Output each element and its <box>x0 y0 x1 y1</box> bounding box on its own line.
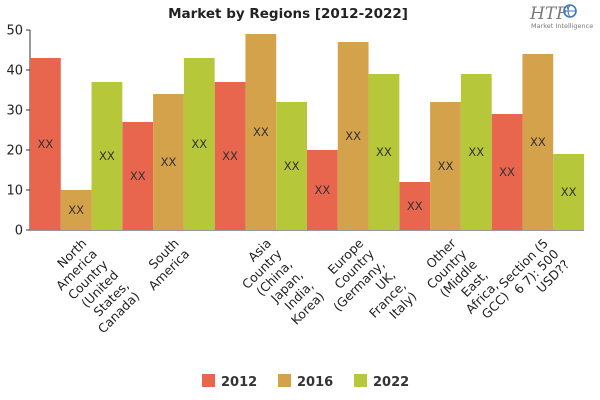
data-label: XX <box>315 183 331 197</box>
y-tick-label: 30 <box>6 104 23 119</box>
y-tick-label: 10 <box>6 184 23 199</box>
category-label-0: NorthAmericaCountry(UnitedStates,Canada) <box>42 235 143 337</box>
data-label: XX <box>68 203 84 217</box>
legend-label-2016: 2016 <box>297 375 333 390</box>
category-label-text: AsiaCountry(China,Japan,India,Korea) <box>228 235 327 334</box>
category-label-4: OtherCountry(MiddleEast,Africa,GCC) <box>413 235 512 334</box>
y-tick-label: 20 <box>6 144 23 159</box>
legend: 2012 2016 2022 <box>202 374 409 390</box>
bar-2022-0 <box>91 82 123 230</box>
legend-label-2022: 2022 <box>373 375 409 390</box>
bar-2012-4 <box>399 182 431 230</box>
y-tick-label: 40 <box>6 64 23 79</box>
bar-2022-5 <box>553 154 584 230</box>
data-label: XX <box>191 137 207 151</box>
category-label-text: NorthAmericaCountry(UnitedStates,Canada) <box>42 235 143 336</box>
data-label: XX <box>438 159 454 173</box>
legend-swatch-2012 <box>202 374 215 387</box>
data-label: XX <box>468 145 484 159</box>
bar-2016-2 <box>245 34 277 230</box>
bar-2012-1 <box>122 122 154 230</box>
data-label: XX <box>376 145 392 159</box>
globe-meridian <box>564 4 576 18</box>
category-label-3: EuropeCountry(Germany,UK,France,Italy) <box>309 235 420 346</box>
bar-2012-3 <box>307 150 338 230</box>
data-label: XX <box>253 125 269 139</box>
bar-2022-3 <box>368 74 400 230</box>
bars <box>30 34 584 230</box>
bar-2016-0 <box>60 190 92 230</box>
y-tick-label: 0 <box>15 224 23 239</box>
data-label: XX <box>130 169 146 183</box>
bar-2022-2 <box>276 102 307 230</box>
bar-2022-1 <box>183 58 215 230</box>
data-label: XX <box>161 155 177 169</box>
legend-label-2012: 2012 <box>221 375 257 390</box>
data-label: XX <box>99 149 115 163</box>
bar-2012-5 <box>491 114 523 230</box>
bar-2012-2 <box>214 82 246 230</box>
category-label-2: AsiaCountry(China,Japan,India,Korea) <box>228 235 327 334</box>
legend-swatch-2022 <box>354 374 367 387</box>
category-label-1: SouthAmerica <box>135 236 193 294</box>
data-labels: XX XX XX XX XX XX XX XX XX XX XX XX XX XX XX XX XX XX <box>38 125 577 217</box>
logo-main: HTF <box>529 4 569 24</box>
y-tick-label: 50 <box>6 24 23 39</box>
data-label: XX <box>38 137 54 151</box>
data-label: XX <box>499 165 515 179</box>
data-label: XX <box>561 185 577 199</box>
bar-2016-1 <box>153 94 184 230</box>
data-label: XX <box>530 135 546 149</box>
logo-tagline: Market Intelligence <box>531 22 593 30</box>
bar-2012-0 <box>30 58 61 230</box>
bar-2016-4 <box>430 102 461 230</box>
category-labels: NorthAmericaCountry(UnitedStates,Canada)… <box>42 235 572 346</box>
chart-title: Market by Regions [2012-2022] <box>168 6 408 22</box>
legend-swatch-2016 <box>278 374 291 387</box>
category-label-text: EuropeCountry(Germany,UK,France,Italy) <box>309 235 420 346</box>
bar-2022-4 <box>460 74 492 230</box>
logo: HTF Market Intelligence <box>529 4 593 30</box>
bar-2016-5 <box>522 54 554 230</box>
data-label: XX <box>284 159 300 173</box>
bar-2016-3 <box>337 42 369 230</box>
data-label: XX <box>345 129 361 143</box>
category-label-text: SouthAmerica <box>135 236 193 294</box>
data-label: XX <box>222 149 238 163</box>
data-label: XX <box>407 199 423 213</box>
category-label-text: OtherCountry(MiddleEast,Africa,GCC) <box>413 235 512 334</box>
